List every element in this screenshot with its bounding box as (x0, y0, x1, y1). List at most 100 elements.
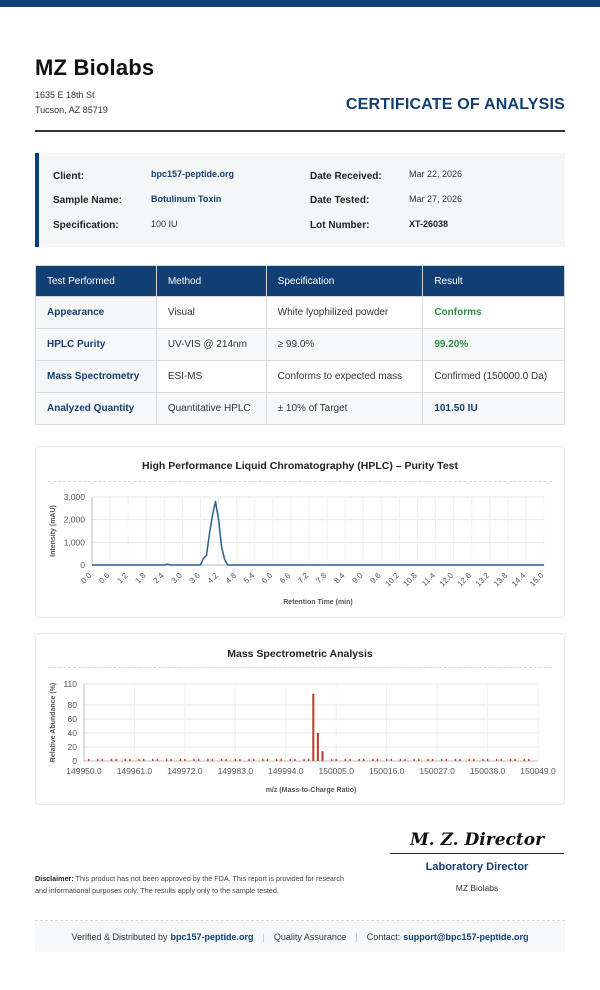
test-specification: ± 10% of Target (265, 392, 424, 425)
hplc-x-tick-label: 2.4 (152, 571, 167, 586)
lot-number-label: Lot Number: (310, 220, 370, 231)
test-result: Confirmed (150000.0 Da) (422, 360, 565, 393)
ms-noise-bar (399, 758, 402, 761)
hplc-x-tick-label: 4.2 (206, 571, 221, 586)
test-result: Conforms (422, 296, 565, 329)
ms-noise-bar (207, 758, 209, 761)
client-label: Client: (53, 171, 85, 182)
ms-noise-bar (211, 758, 214, 761)
hplc-title-divider (48, 481, 552, 482)
ms-noise-bar (468, 758, 470, 761)
ms-noise-bar (294, 758, 296, 761)
ms-noise-bar (87, 758, 90, 761)
ms-noise-bar (303, 758, 305, 761)
table-row: Analyzed Quantity Quantitative HPLC ± 10… (35, 392, 565, 425)
signatory-title: Laboratory Director (425, 861, 529, 873)
ms-y-axis-label: Relative Abundance (%) (50, 683, 57, 762)
test-specification: ≥ 99.0% (265, 328, 424, 361)
ms-noise-bar (138, 758, 140, 761)
hplc-x-tick-label: 13.2 (474, 571, 492, 589)
test-specification: Conforms to expected mass (265, 360, 424, 393)
ms-y-tick-label: 0 (72, 756, 77, 766)
hplc-x-tick-label: 6.6 (278, 571, 293, 586)
ms-noise-bar (413, 758, 415, 761)
ms-peak-bar (321, 751, 324, 761)
sample-info-box: Client: bpc157-peptide.org Sample Name: … (35, 153, 565, 247)
ms-noise-bar (358, 758, 360, 761)
hplc-x-tick-label: 7.2 (296, 571, 311, 586)
table-row: Appearance Visual White lyophilized powd… (35, 296, 565, 329)
ms-x-tick-label: 150027.0 (419, 766, 455, 776)
ms-noise-bar (165, 758, 168, 761)
ms-noise-bar (266, 758, 269, 761)
hplc-x-tick-label: 7.8 (314, 571, 329, 586)
footer-contact-email[interactable]: support@bpc157-peptide.org (403, 932, 529, 942)
test-name: Mass Spectrometry (35, 360, 157, 393)
ms-peak-bar (312, 693, 315, 761)
footer-website-link[interactable]: bpc157-peptide.org (170, 932, 254, 942)
test-result: 101.50 IU (422, 392, 565, 425)
ms-noise-bar (129, 758, 131, 761)
ms-noise-bar (262, 758, 264, 761)
hplc-y-axis-label: Intensity (mAU) (50, 505, 57, 557)
ms-noise-bar (473, 758, 475, 761)
ms-noise-bar (110, 758, 113, 761)
ms-noise-bar (496, 758, 498, 761)
ms-noise-bar (440, 758, 443, 761)
ms-noise-bar (385, 758, 388, 761)
hplc-x-tick-label: 9.0 (350, 571, 365, 586)
hplc-x-axis-label: Retention Time (min) (283, 599, 352, 606)
hplc-x-tick-label: 10.2 (383, 571, 401, 589)
footer-separator: | (262, 932, 265, 942)
hplc-x-tick-label: 0.0 (79, 571, 94, 586)
ms-noise-bar (445, 758, 447, 761)
ms-noise-bar (101, 758, 104, 761)
hplc-series-line (92, 500, 544, 566)
header-test-performed: Test Performed (35, 265, 157, 297)
hplc-x-tick-label: 5.4 (242, 571, 257, 586)
ms-noise-bar (239, 758, 241, 761)
ms-noise-bar (344, 758, 347, 761)
ms-noise-bar (523, 758, 525, 761)
ms-noise-bar (486, 758, 489, 761)
test-name: HPLC Purity (35, 328, 157, 361)
results-table: Test Performed Method Specification Resu… (35, 265, 565, 425)
header-result: Result (422, 265, 565, 297)
ms-noise-bar (404, 758, 406, 761)
ms-noise-bar (390, 758, 392, 761)
ms-noise-bar (275, 758, 278, 761)
hplc-x-tick-label: 12.0 (438, 571, 456, 589)
sample-name-value: Botulinum Toxin (151, 194, 222, 204)
ms-x-tick-label: 149950.0 (66, 766, 102, 776)
ms-title-divider (48, 667, 552, 668)
test-specification: White lyophilized powder (265, 296, 424, 329)
ms-noise-bar (142, 758, 145, 761)
ms-x-tick-label: 150005.0 (318, 766, 354, 776)
table-row: HPLC Purity UV-VIS @ 214nm ≥ 99.0% 99.20… (35, 328, 565, 361)
ms-noise-bar (234, 758, 237, 761)
hplc-x-tick-label: 4.8 (224, 571, 239, 586)
specification-value: 100 IU (151, 219, 178, 229)
ms-y-tick-label: 20 (68, 742, 78, 752)
ms-chart-card: Mass Spectrometric Analysis 0 20 40 60 80 110… (35, 633, 565, 805)
ms-noise-bar (184, 758, 186, 761)
hplc-x-tick-label: 3.0 (170, 571, 185, 586)
hplc-chart: 0 1,000 2,000 3,000 0.0 0.6 1.2 1.8 2.4 3.0 3.6 4.2… (50, 492, 546, 606)
hplc-y-tick-label: 0 (80, 560, 85, 570)
ms-chart-title: Mass Spectrometric Analysis (227, 648, 373, 660)
ms-y-tick-label: 110 (63, 679, 77, 689)
hplc-y-tick-label: 2,000 (64, 515, 86, 525)
footer-separator: | (355, 932, 358, 942)
sample-name-label: Sample Name: (53, 195, 122, 206)
disclaimer-text: This product has not been approved by th… (35, 874, 344, 895)
ms-noise-bar (152, 758, 154, 761)
hplc-x-tick-label: 8.4 (332, 571, 347, 586)
date-tested-value: Mar 27, 2026 (409, 194, 463, 204)
hplc-x-tick-label: 3.6 (188, 571, 203, 586)
header-specification: Specification (265, 265, 424, 297)
ms-y-tick-label: 40 (68, 728, 78, 738)
hplc-x-tick-label: 12.6 (456, 571, 474, 589)
table-row: Mass Spectrometry ESI-MS Conforms to exp… (35, 360, 565, 393)
footer-contact-label: Contact: (366, 932, 401, 942)
ms-noise-bar (427, 758, 429, 761)
